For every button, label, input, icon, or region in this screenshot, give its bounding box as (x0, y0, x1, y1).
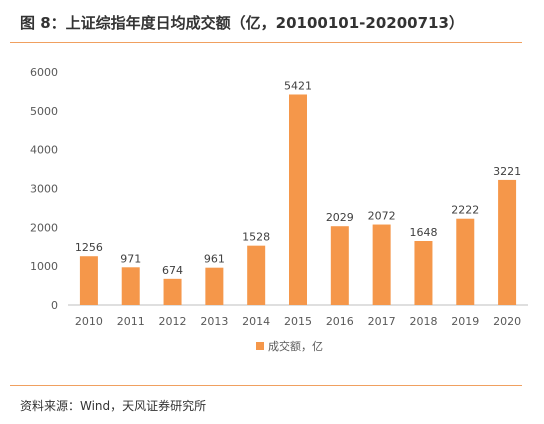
chart-title: 图 8：上证综指年度日均成交额（亿，20100101-20200713） (20, 14, 464, 32)
bar (205, 267, 224, 305)
bar (121, 267, 140, 305)
bar (289, 94, 307, 305)
x-tick-label: 2016 (326, 315, 354, 328)
y-tick-label: 2000 (30, 221, 58, 234)
data-label: 1256 (75, 241, 103, 254)
x-tick-label: 2019 (451, 315, 479, 328)
bar (79, 256, 98, 305)
bar (330, 226, 349, 305)
y-tick-label: 3000 (30, 183, 58, 196)
title-divider (10, 42, 522, 43)
x-tick-label: 2017 (368, 315, 396, 328)
data-label: 2029 (326, 211, 354, 224)
bar (456, 218, 475, 305)
data-label: 674 (162, 264, 183, 277)
x-tick-label: 2015 (284, 315, 312, 328)
source-note: 资料来源：Wind，天风证券研究所 (20, 399, 207, 413)
data-label: 3221 (493, 165, 521, 178)
y-tick-label: 4000 (30, 144, 58, 157)
bar (498, 179, 517, 305)
legend-label: 成交额，亿 (268, 339, 323, 353)
x-tick-label: 2014 (242, 315, 270, 328)
data-label: 1648 (409, 226, 437, 239)
bar (247, 245, 266, 305)
legend-swatch (256, 342, 264, 350)
data-label: 2072 (368, 210, 396, 223)
x-tick-label: 2011 (117, 315, 145, 328)
data-label: 1528 (242, 231, 270, 244)
footer-divider (10, 385, 522, 386)
x-tick-label: 2018 (409, 315, 437, 328)
x-tick-label: 2010 (75, 315, 103, 328)
data-label: 2222 (451, 204, 479, 217)
data-label: 5421 (284, 79, 312, 92)
y-tick-label: 1000 (30, 260, 58, 273)
bar (163, 278, 182, 305)
bar (414, 241, 433, 305)
y-tick-label: 0 (51, 299, 58, 312)
data-label: 961 (204, 253, 225, 266)
x-tick-label: 2012 (159, 315, 187, 328)
x-tick-label: 2013 (200, 315, 228, 328)
data-label: 971 (120, 252, 141, 265)
y-tick-label: 5000 (30, 105, 58, 118)
bar-chart: 0 1000 2000 3000 4000 5000 6000 1256 2010 971 2011… (30, 66, 528, 353)
y-tick-label: 6000 (30, 66, 58, 79)
x-tick-label: 2020 (493, 315, 521, 328)
bar (372, 224, 391, 305)
